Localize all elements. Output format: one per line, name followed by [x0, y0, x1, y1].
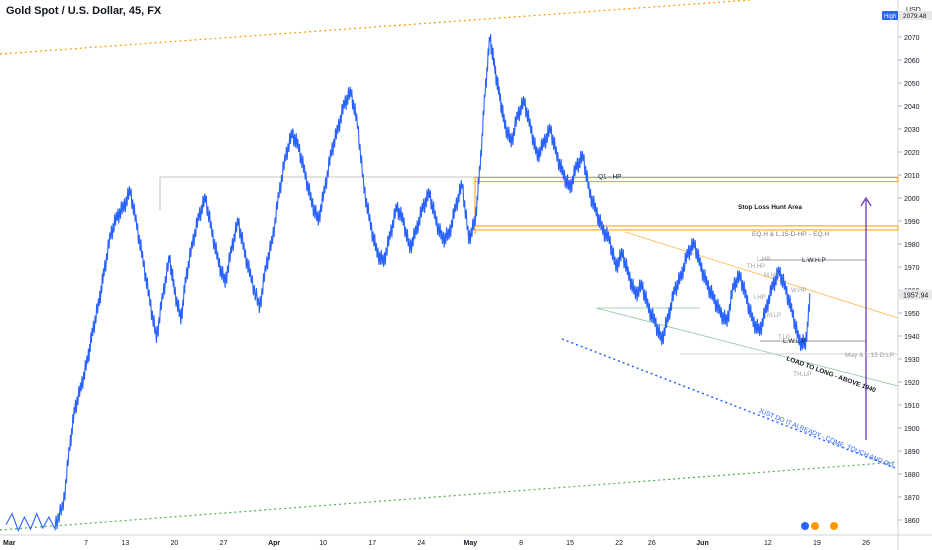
just-do-it-label: JUST DO IT ALREADY - COME, TOUCH AND GO	[757, 407, 894, 469]
thlp-label: TH.LP	[793, 371, 811, 378]
event-icon	[811, 522, 819, 530]
mlp-label: M.LP	[767, 313, 781, 319]
channel-upper-line	[624, 231, 899, 319]
x-tick-label: Apr	[268, 540, 280, 547]
x-tick-label: 13	[121, 540, 129, 547]
y-tick-label: 1990	[904, 219, 920, 226]
lwlp-label: L.W.L.P	[783, 338, 806, 345]
y-tick-label: 1980	[904, 242, 920, 249]
eqh-level	[474, 225, 899, 231]
y-tick-label: 2040	[904, 104, 920, 111]
y-tick-label: 1920	[904, 380, 920, 387]
x-tick-label: 19	[813, 540, 821, 547]
y-tick-label: 2070	[904, 35, 920, 42]
high-badge-label: High	[884, 14, 896, 20]
last-price-box	[899, 289, 932, 300]
y-tick-label: 1930	[904, 357, 920, 364]
y-tick-label: 1900	[904, 426, 920, 433]
x-tick-label: 8	[519, 540, 523, 547]
y-tick-label: 1940	[904, 334, 920, 341]
eqh-label: EQ.H & L.15-D-HP. - EQ.H	[752, 231, 829, 238]
y-tick-label: 2000	[904, 196, 920, 203]
x-tick-label: 26	[648, 540, 656, 547]
q1-hp-label: Q1 - HP	[598, 174, 621, 181]
mhp-label: M.HP	[764, 273, 779, 279]
x-tick-label: 12	[764, 540, 772, 547]
thhp-label: TH.HP	[747, 264, 765, 270]
blue-dotted-line	[561, 338, 899, 470]
event-icon	[830, 522, 838, 530]
y-tick-label: 2050	[904, 81, 920, 88]
y-tick-label: 1880	[904, 472, 920, 479]
lwhp-label: L.W.H.P	[802, 257, 826, 264]
price-series	[5, 34, 811, 532]
channel-lower-line	[595, 307, 899, 387]
x-tick-label: 7	[84, 540, 88, 547]
may-dlp-label: May & L.15 D.LP.	[845, 352, 895, 359]
bottom-trend-line	[0, 461, 899, 531]
y-tick-label: 2030	[904, 127, 920, 134]
high-value-box	[899, 11, 932, 20]
y-tick-label: 1970	[904, 265, 920, 272]
y-tick-label: 1890	[904, 449, 920, 456]
y-tick-label: 2010	[904, 173, 920, 180]
ihp-label: I.HP	[754, 295, 766, 301]
whp-label: W.HP	[791, 288, 806, 294]
x-tick-label: 26	[862, 540, 870, 547]
tlp-label: T.LP	[778, 335, 790, 341]
event-icon	[801, 522, 809, 530]
x-tick-label: 27	[220, 540, 228, 547]
y-tick-label: 2060	[904, 58, 920, 65]
y-tick-label: 1910	[904, 403, 920, 410]
target-arrow-head	[860, 196, 872, 207]
last-price-label: 1957.94	[903, 293, 928, 300]
y-tick-label: 2020	[904, 150, 920, 157]
x-tick-label: 20	[171, 540, 179, 547]
x-tick-label: 15	[566, 540, 574, 547]
currency-label: USD	[906, 7, 921, 14]
chart-title: Gold Spot / U.S. Dollar, 45, FX	[6, 5, 162, 17]
lhp-label: L.HP	[757, 257, 770, 263]
top-trend-line	[0, 0, 751, 55]
x-tick-label: 22	[615, 540, 623, 547]
y-tick-label: 1870	[904, 495, 920, 502]
x-tick-label: 10	[319, 540, 327, 547]
x-tick-label: 24	[417, 540, 425, 547]
x-tick-label: Mar	[3, 540, 16, 547]
x-tick-label: 17	[368, 540, 376, 547]
high-value-label: 2079.48	[903, 13, 927, 20]
x-tick-label: Jun	[696, 540, 708, 547]
x-tick-label: May	[464, 540, 478, 547]
stop-loss-label: Stop Loss Hunt Area	[738, 204, 802, 211]
high-badge-box	[882, 11, 898, 20]
y-tick-label: 1950	[904, 311, 920, 318]
y-tick-label: 1860	[904, 518, 920, 525]
q1-hp-level	[474, 177, 899, 183]
